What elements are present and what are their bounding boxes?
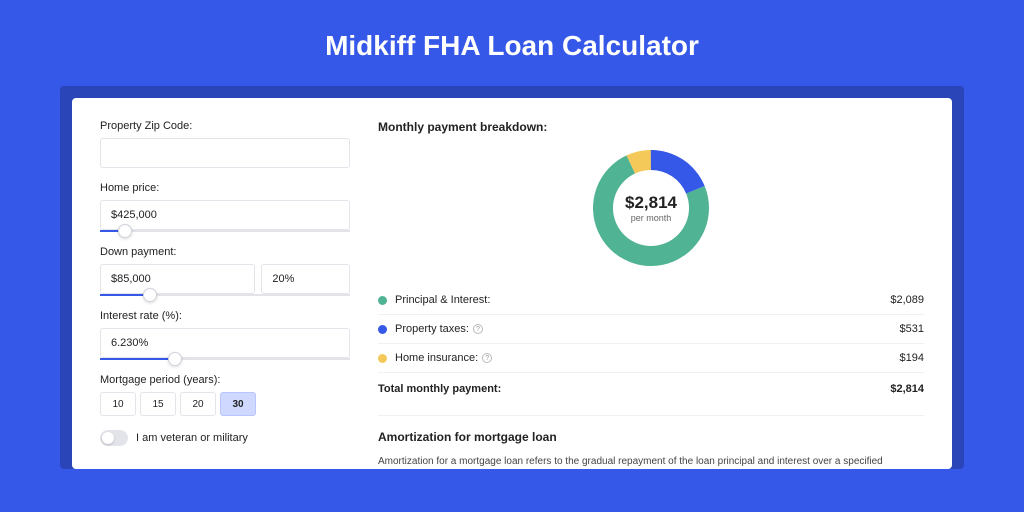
legend-label: Property taxes:?	[395, 323, 900, 335]
zip-field: Property Zip Code:	[100, 120, 350, 168]
down-payment-amount-input[interactable]	[100, 264, 255, 294]
legend-row-2: Home insurance:?$194	[378, 344, 924, 373]
down-payment-percent-input[interactable]	[261, 264, 350, 294]
donut-slice-1	[651, 150, 705, 194]
mortgage-period-label: Mortgage period (years):	[100, 374, 350, 386]
slider-thumb[interactable]	[168, 352, 182, 366]
home-price-input[interactable]	[100, 200, 350, 230]
legend-value: $194	[900, 352, 924, 364]
donut-chart: $2,814 per month	[591, 148, 711, 268]
down-payment-field: Down payment:	[100, 246, 350, 296]
legend-label: Principal & Interest:	[395, 294, 890, 306]
legend-row-1: Property taxes:?$531	[378, 315, 924, 344]
page-title: Midkiff FHA Loan Calculator	[60, 30, 964, 62]
amortization-text: Amortization for a mortgage loan refers …	[378, 454, 924, 469]
amortization-section: Amortization for mortgage loan Amortizat…	[378, 415, 924, 469]
donut-total-label: per month	[625, 213, 677, 223]
veteran-toggle[interactable]	[100, 430, 128, 446]
form-panel: Property Zip Code: Home price: Down paym…	[100, 120, 350, 469]
interest-rate-label: Interest rate (%):	[100, 310, 350, 322]
zip-label: Property Zip Code:	[100, 120, 350, 132]
legend-label: Home insurance:?	[395, 352, 900, 364]
home-price-field: Home price:	[100, 182, 350, 232]
donut-center: $2,814 per month	[625, 193, 677, 223]
legend-total-row: Total monthly payment:$2,814	[378, 373, 924, 403]
calculator-card: Property Zip Code: Home price: Down paym…	[72, 98, 952, 469]
breakdown-title: Monthly payment breakdown:	[378, 120, 924, 134]
slider-thumb[interactable]	[118, 224, 132, 238]
mortgage-period-options: 10152030	[100, 392, 350, 416]
info-icon[interactable]: ?	[473, 324, 483, 334]
mortgage-period-option-30[interactable]: 30	[220, 392, 256, 416]
donut-total-value: $2,814	[625, 193, 677, 213]
mortgage-period-field: Mortgage period (years): 10152030	[100, 374, 350, 416]
legend-total-value: $2,814	[890, 383, 924, 395]
calculator-shell: Property Zip Code: Home price: Down paym…	[60, 86, 964, 469]
legend-total-label: Total monthly payment:	[378, 383, 890, 395]
legend-dot	[378, 296, 387, 305]
breakdown-panel: Monthly payment breakdown: $2,814 per mo…	[378, 120, 924, 469]
interest-rate-slider[interactable]	[100, 358, 350, 360]
slider-thumb[interactable]	[143, 288, 157, 302]
info-icon[interactable]: ?	[482, 353, 492, 363]
amortization-title: Amortization for mortgage loan	[378, 430, 924, 444]
donut-chart-wrap: $2,814 per month	[378, 148, 924, 268]
mortgage-period-option-20[interactable]: 20	[180, 392, 216, 416]
interest-rate-field: Interest rate (%):	[100, 310, 350, 360]
veteran-row: I am veteran or military	[100, 430, 350, 446]
legend-row-0: Principal & Interest:$2,089	[378, 286, 924, 315]
home-price-slider[interactable]	[100, 230, 350, 232]
legend-dot	[378, 354, 387, 363]
mortgage-period-option-15[interactable]: 15	[140, 392, 176, 416]
legend-value: $531	[900, 323, 924, 335]
veteran-label: I am veteran or military	[136, 432, 248, 444]
breakdown-legend: Principal & Interest:$2,089Property taxe…	[378, 286, 924, 403]
zip-input[interactable]	[100, 138, 350, 168]
interest-rate-input[interactable]	[100, 328, 350, 358]
legend-value: $2,089	[890, 294, 924, 306]
home-price-label: Home price:	[100, 182, 350, 194]
down-payment-label: Down payment:	[100, 246, 350, 258]
toggle-thumb	[102, 432, 114, 444]
down-payment-slider[interactable]	[100, 294, 350, 296]
legend-dot	[378, 325, 387, 334]
mortgage-period-option-10[interactable]: 10	[100, 392, 136, 416]
